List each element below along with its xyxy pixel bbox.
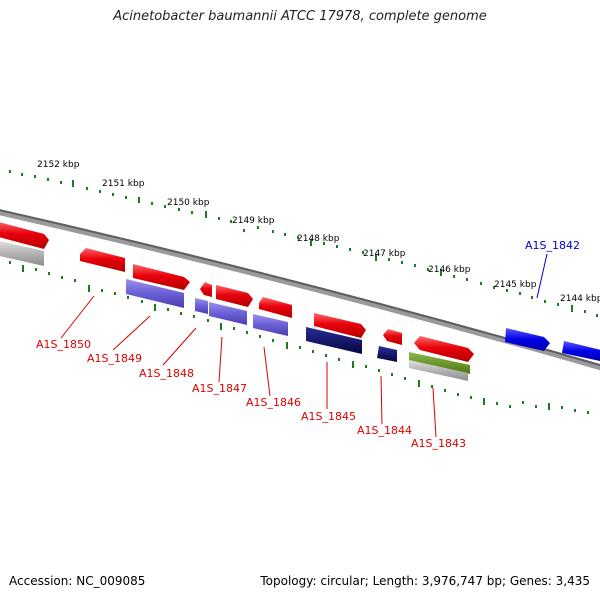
scale-label: 2149 kbp bbox=[232, 216, 275, 226]
gene-label-a1s-1845[interactable]: A1S_1845 bbox=[301, 410, 356, 423]
scale-labels: 2152 kbp 2151 kbp 2150 kbp 2149 kbp 2148… bbox=[37, 160, 600, 304]
scale-ticks-upper bbox=[9, 170, 598, 317]
gene-arrow[interactable] bbox=[505, 328, 550, 351]
gene-block[interactable] bbox=[306, 327, 362, 354]
gene-block[interactable] bbox=[253, 314, 288, 336]
scale-label: 2150 kbp bbox=[167, 198, 210, 208]
gene-block[interactable] bbox=[409, 352, 470, 374]
scale-label: 2147 kbp bbox=[363, 249, 406, 259]
gene-label-a1s-1844[interactable]: A1S_1844 bbox=[357, 424, 412, 437]
scale-label: 2148 kbp bbox=[297, 234, 340, 244]
scale-label: 2146 kbp bbox=[428, 265, 471, 275]
scale-label: 2151 kbp bbox=[102, 179, 145, 189]
gene-arrow[interactable] bbox=[80, 248, 125, 272]
gene-block[interactable] bbox=[209, 302, 247, 325]
gene-arrow[interactable] bbox=[414, 336, 474, 362]
gene-block[interactable] bbox=[377, 346, 397, 362]
gene-block[interactable] bbox=[409, 360, 468, 381]
gene-arrow[interactable] bbox=[0, 221, 49, 249]
page-title: Acinetobacter baumannii ATCC 17978, comp… bbox=[113, 9, 487, 24]
gene-label-a1s-1843[interactable]: A1S_1843 bbox=[411, 437, 466, 450]
gene-label-a1s-1847[interactable]: A1S_1847 bbox=[192, 382, 247, 395]
gene-arrow[interactable] bbox=[259, 297, 292, 318]
scale-ticks-lower bbox=[9, 261, 589, 414]
label-leaders bbox=[60, 253, 548, 438]
gene-label-a1s-1849[interactable]: A1S_1849 bbox=[87, 352, 142, 365]
accession-text: Accession: NC_009085 bbox=[9, 574, 146, 588]
gene-features bbox=[0, 221, 600, 381]
scale-label: 2152 kbp bbox=[37, 160, 80, 170]
gene-arrow[interactable] bbox=[200, 282, 212, 297]
gene-label-a1s-1846[interactable]: A1S_1846 bbox=[246, 396, 301, 409]
gene-label-a1s-1848[interactable]: A1S_1848 bbox=[139, 367, 194, 380]
gene-arrow[interactable] bbox=[562, 341, 600, 362]
gene-arrow[interactable] bbox=[133, 264, 190, 290]
gene-label-a1s-1850[interactable]: A1S_1850 bbox=[36, 338, 91, 351]
scale-label: 2144 kbp bbox=[560, 294, 600, 304]
gene-block[interactable] bbox=[0, 240, 44, 266]
gene-label-a1s-1842[interactable]: A1S_1842 bbox=[525, 239, 580, 252]
gene-arrow[interactable] bbox=[314, 313, 366, 338]
gene-labels: A1S_1850 A1S_1849 A1S_1848 A1S_1847 A1S_… bbox=[36, 239, 580, 450]
topology-text: Topology: circular; Length: 3,976,747 bp… bbox=[260, 574, 590, 588]
gene-arrow[interactable] bbox=[216, 285, 253, 307]
gene-block[interactable] bbox=[195, 298, 208, 314]
scale-label: 2145 kbp bbox=[494, 280, 537, 290]
gene-block[interactable] bbox=[126, 279, 184, 308]
gene-arrow[interactable] bbox=[383, 329, 402, 345]
